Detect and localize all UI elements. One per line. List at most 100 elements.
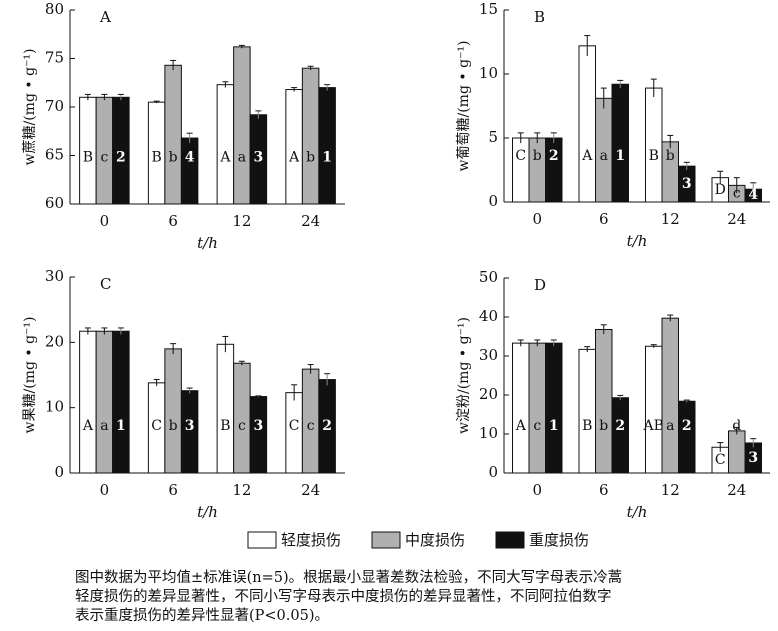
significance-letter: A (219, 149, 231, 165)
bar (528, 342, 546, 474)
bar (216, 84, 235, 205)
x-tick-label: 12 (232, 212, 251, 230)
significance-letter: 1 (615, 148, 625, 164)
y-tick-label: 0 (488, 463, 498, 481)
significance-letter: 2 (682, 418, 692, 434)
significance-letter: b (306, 149, 315, 165)
x-axis-label: t/h (627, 232, 648, 250)
legend-swatch (495, 531, 525, 549)
bar (164, 348, 182, 474)
significance-letter: C (515, 148, 526, 164)
significance-letter: c (307, 418, 315, 434)
significance-letter: 1 (116, 418, 126, 434)
bar (233, 46, 251, 205)
significance-letter: b (169, 149, 178, 165)
y-tick-label: 50 (479, 268, 498, 286)
significance-letter: c (238, 418, 246, 434)
bar (645, 87, 663, 203)
significance-letter: 2 (615, 418, 625, 434)
panel-label: A (99, 8, 111, 26)
bar (249, 396, 268, 474)
x-tick-label: 12 (661, 481, 680, 499)
bar (216, 343, 235, 474)
caption-line: 轻度损伤的差异显著性，不同小写字母表示中度损伤的差异显著性，不同阿拉伯数字 (75, 588, 612, 605)
significance-letter: AB (643, 418, 664, 434)
x-tick-label: 12 (661, 210, 680, 228)
significance-letter: 4 (748, 187, 758, 203)
legend-label: 轻度损伤 (281, 531, 341, 549)
significance-letter: B (151, 149, 161, 165)
caption-line: 表示重度损伤的差异性显著(P<0.05)。 (75, 607, 329, 624)
panel-label: D (534, 276, 546, 294)
bar (512, 342, 530, 474)
x-tick-label: 12 (232, 481, 251, 499)
significance-letter: 4 (185, 149, 195, 165)
significance-letter: a (238, 149, 246, 165)
legend-label: 重度损伤 (529, 531, 589, 549)
bar (318, 87, 336, 205)
bar (545, 342, 563, 474)
bar (611, 397, 629, 474)
x-tick-label: 6 (168, 212, 178, 230)
y-tick-label: 70 (45, 97, 64, 115)
y-axis-label: w蔗糖/(mg • g⁻¹) (22, 49, 38, 166)
bar (645, 345, 663, 474)
significance-letter: C (151, 418, 162, 434)
significance-letter: c (733, 186, 741, 202)
y-tick-label: 30 (45, 267, 64, 285)
bar (595, 328, 613, 474)
significance-letter: 2 (322, 418, 332, 434)
significance-letter: c (533, 418, 541, 434)
significance-letter: b (169, 418, 178, 434)
significance-letter: 3 (185, 418, 195, 434)
x-tick-label: 0 (100, 481, 110, 499)
panel-label: C (100, 275, 111, 293)
y-axis-label: w葡萄糖/(mg • g⁻¹) (456, 41, 472, 172)
significance-letter: B (582, 418, 592, 434)
x-axis-label: t/h (627, 503, 648, 521)
significance-letter: 1 (322, 149, 332, 165)
y-axis-label: w果糖/(mg • g⁻¹) (22, 317, 38, 434)
significance-letter: A (581, 148, 593, 164)
significance-letter: B (220, 418, 230, 434)
y-tick-label: 80 (45, 0, 64, 18)
y-tick-label: 30 (479, 346, 498, 364)
significance-letter: 3 (748, 450, 758, 466)
y-tick-label: 75 (45, 49, 64, 67)
significance-letter: c (100, 149, 108, 165)
x-tick-label: 24 (301, 212, 320, 230)
bar (180, 137, 199, 205)
x-tick-label: 0 (100, 212, 110, 230)
significance-letter: A (288, 149, 300, 165)
bar (112, 330, 130, 474)
x-tick-label: 24 (727, 210, 746, 228)
y-tick-label: 40 (479, 307, 498, 325)
significance-letter: B (649, 148, 659, 164)
x-tick-label: 6 (599, 481, 609, 499)
bar (611, 83, 629, 203)
x-axis-label: t/h (197, 503, 218, 521)
significance-letter: b (666, 148, 675, 164)
caption-line: 图中数据为平均值±标准误(n=5)。根据最小显著差数法检验，不同大写字母表示冷蒿 (75, 569, 622, 586)
y-tick-label: 20 (479, 385, 498, 403)
x-tick-label: 6 (168, 481, 178, 499)
x-tick-label: 24 (727, 481, 746, 499)
x-tick-label: 0 (532, 210, 542, 228)
legend-swatch (247, 531, 277, 549)
significance-letter: D (715, 182, 726, 198)
significance-letter: d (732, 418, 741, 434)
y-tick-label: 10 (479, 64, 498, 82)
significance-letter: a (600, 148, 608, 164)
significance-letter: 3 (682, 176, 692, 192)
panel-label: B (534, 8, 545, 26)
y-tick-label: 0 (54, 463, 64, 481)
significance-letter: 1 (549, 418, 559, 434)
significance-letter: B (83, 149, 93, 165)
y-tick-label: 10 (479, 424, 498, 442)
significance-letter: 3 (254, 418, 264, 434)
significance-letter: b (533, 148, 542, 164)
y-tick-label: 20 (45, 332, 64, 350)
x-tick-label: 6 (599, 210, 609, 228)
significance-letter: C (715, 452, 726, 468)
